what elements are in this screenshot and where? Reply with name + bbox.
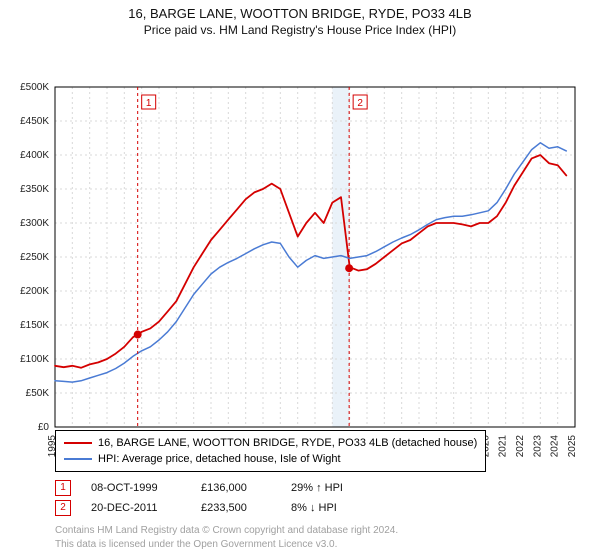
legend-swatch: [64, 458, 92, 460]
marker-row: 1 08-OCT-1999 £136,000 29% ↑ HPI: [55, 478, 371, 498]
marker-badge: 1: [55, 480, 71, 496]
svg-text:2022: 2022: [515, 435, 526, 458]
svg-text:2024: 2024: [550, 435, 561, 458]
legend-swatch: [64, 442, 92, 444]
svg-text:£100K: £100K: [20, 354, 49, 365]
marker-badge: 2: [55, 500, 71, 516]
marker-date: 08-OCT-1999: [91, 478, 181, 498]
title-main: 16, BARGE LANE, WOOTTON BRIDGE, RYDE, PO…: [0, 6, 600, 21]
title-sub: Price paid vs. HM Land Registry's House …: [0, 23, 600, 37]
svg-text:£400K: £400K: [20, 150, 49, 161]
price-chart: £0 £50K £100K £150K £200K £250K £300K £350K £400…: [0, 37, 600, 467]
svg-text:£0: £0: [38, 422, 50, 433]
svg-text:£350K: £350K: [20, 184, 49, 195]
svg-text:£200K: £200K: [20, 286, 49, 297]
svg-text:£500K: £500K: [20, 82, 49, 93]
marker-price: £233,500: [201, 498, 271, 518]
marker-pct: 8% ↓ HPI: [291, 498, 371, 518]
svg-text:2023: 2023: [532, 435, 543, 458]
svg-text:2: 2: [357, 98, 363, 109]
svg-text:2025: 2025: [567, 435, 578, 458]
svg-text:£300K: £300K: [20, 218, 49, 229]
legend: 16, BARGE LANE, WOOTTON BRIDGE, RYDE, PO…: [55, 430, 486, 472]
svg-text:2021: 2021: [498, 435, 509, 458]
svg-text:£450K: £450K: [20, 116, 49, 127]
marker-date: 20-DEC-2011: [91, 498, 181, 518]
legend-label: HPI: Average price, detached house, Isle…: [98, 451, 341, 467]
legend-label: 16, BARGE LANE, WOOTTON BRIDGE, RYDE, PO…: [98, 435, 477, 451]
marker-table: 1 08-OCT-1999 £136,000 29% ↑ HPI 2 20-DEC-201…: [55, 478, 371, 518]
svg-text:£150K: £150K: [20, 320, 49, 331]
svg-text:£250K: £250K: [20, 252, 49, 263]
svg-text:£50K: £50K: [26, 388, 50, 399]
footer-line-1: Contains HM Land Registry data © Crown c…: [55, 524, 398, 538]
svg-text:1: 1: [146, 98, 152, 109]
marker-row: 2 20-DEC-2011 £233,500 8% ↓ HPI: [55, 498, 371, 518]
footer-line-2: This data is licensed under the Open Gov…: [55, 538, 398, 552]
footer-note: Contains HM Land Registry data © Crown c…: [55, 524, 398, 552]
chart-titles: 16, BARGE LANE, WOOTTON BRIDGE, RYDE, PO…: [0, 0, 600, 37]
marker-pct: 29% ↑ HPI: [291, 478, 371, 498]
marker-price: £136,000: [201, 478, 271, 498]
legend-item: HPI: Average price, detached house, Isle…: [64, 451, 477, 467]
legend-item: 16, BARGE LANE, WOOTTON BRIDGE, RYDE, PO…: [64, 435, 477, 451]
